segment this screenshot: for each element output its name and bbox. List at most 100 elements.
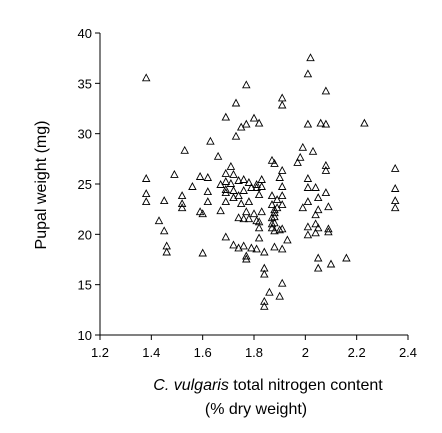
data-point	[234, 191, 243, 200]
data-point	[221, 188, 231, 197]
data-point	[311, 219, 320, 228]
data-point	[311, 183, 320, 191]
data-point	[221, 185, 231, 193]
x-axis-label-units: (% dry weight)	[205, 401, 307, 418]
data-point	[303, 222, 313, 231]
data-point	[260, 269, 269, 278]
data-point	[231, 98, 241, 107]
data-point	[195, 207, 205, 216]
data-point	[303, 183, 313, 191]
data-point	[249, 209, 259, 218]
data-point	[244, 178, 254, 186]
data-point	[321, 188, 331, 197]
y-tick-label: 20	[78, 227, 92, 242]
data-point	[260, 247, 269, 256]
x-axis-label-text: total nitrogen content	[229, 377, 383, 394]
data-point	[272, 195, 282, 204]
data-point	[267, 223, 277, 232]
data-point	[313, 253, 323, 262]
data-point	[270, 242, 279, 251]
data-point	[260, 296, 269, 305]
data-point	[390, 203, 400, 212]
data-point	[244, 197, 254, 206]
x-tick-label: 2.2	[348, 345, 366, 360]
data-point	[303, 197, 313, 206]
data-point	[239, 241, 248, 250]
y-tick-label: 40	[78, 26, 92, 41]
data-point	[298, 142, 308, 151]
y-axis-label: Pupal weight (mg)	[33, 121, 50, 250]
data-point	[275, 173, 284, 181]
x-tick-label: 1.6	[194, 345, 212, 360]
data-point	[198, 248, 207, 257]
data-point	[267, 191, 277, 200]
data-point	[277, 182, 287, 190]
data-point	[311, 228, 320, 237]
data-point	[213, 151, 223, 160]
data-point	[321, 165, 331, 174]
data-point	[277, 200, 287, 209]
data-point	[154, 216, 164, 225]
data-point	[267, 200, 277, 209]
data-point	[321, 119, 331, 128]
data-point	[244, 214, 254, 223]
data-point	[242, 207, 251, 216]
data-point	[277, 165, 287, 174]
data-point	[321, 160, 331, 169]
data-point	[198, 209, 207, 218]
data-point	[239, 186, 248, 194]
data-point	[360, 118, 369, 127]
data-point	[257, 182, 266, 190]
data-point	[221, 112, 231, 121]
data-point	[306, 53, 315, 62]
data-point	[303, 174, 313, 182]
data-point	[293, 157, 302, 166]
data-point	[277, 278, 287, 287]
x-tick-label: 1.4	[142, 345, 160, 360]
data-point	[313, 193, 323, 202]
data-point	[203, 173, 213, 181]
data-point	[303, 69, 313, 78]
data-point	[298, 203, 308, 212]
data-point	[177, 191, 187, 200]
data-point	[226, 179, 236, 187]
data-point	[159, 196, 169, 205]
data-point	[270, 218, 279, 227]
data-point	[203, 187, 213, 196]
data-point	[342, 253, 351, 262]
data-point	[141, 73, 151, 82]
data-point	[311, 210, 320, 219]
data-point	[236, 199, 246, 208]
y-axis-ticks: 10 15 20 25 30 35 40	[78, 26, 100, 343]
y-tick-label: 15	[78, 278, 92, 293]
data-point	[231, 131, 241, 140]
x-tick-label: 1.2	[91, 345, 109, 360]
data-point	[313, 205, 323, 214]
data-point	[141, 174, 151, 182]
data-point	[252, 180, 261, 188]
data-point	[254, 223, 264, 232]
x-axis-label: C. vulgaris total nitrogen content	[153, 377, 383, 394]
data-point	[257, 207, 266, 216]
data-point	[303, 230, 313, 239]
data-point	[229, 169, 238, 178]
axes	[99, 33, 408, 336]
data-point	[277, 224, 287, 233]
data-point	[265, 287, 274, 296]
data-point	[229, 186, 238, 194]
data-point	[252, 244, 261, 253]
data-point	[277, 100, 287, 109]
data-point	[239, 214, 248, 223]
x-axis-label-species: C. vulgaris	[153, 377, 229, 394]
data-point	[252, 183, 261, 191]
x-tick-label: 2	[302, 345, 309, 360]
x-tick-label: 2.4	[399, 345, 417, 360]
data-point	[390, 196, 400, 205]
data-point	[242, 119, 251, 128]
data-point	[321, 86, 331, 95]
data-point	[313, 223, 323, 232]
x-axis-ticks: 1.2 1.4 1.6 1.8 2 2.2 2.4	[91, 335, 417, 360]
data-point	[239, 175, 248, 183]
data-point	[270, 208, 279, 217]
